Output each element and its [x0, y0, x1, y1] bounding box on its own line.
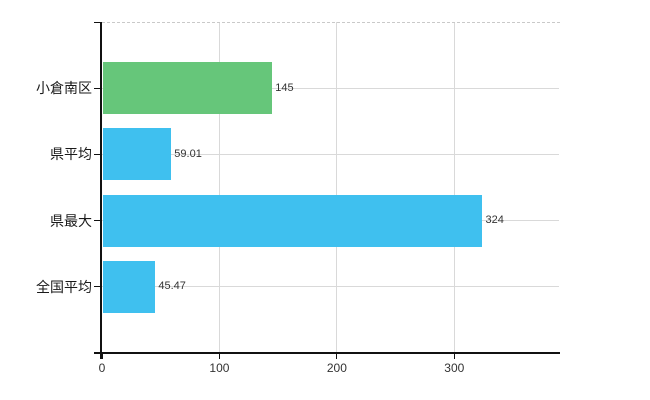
h-gridline: [102, 87, 559, 89]
x-tick-label: 200: [326, 361, 347, 375]
category-label: 県平均: [50, 146, 92, 163]
x-tick: [336, 354, 338, 359]
h-gridline: [102, 153, 559, 155]
y-tick: [94, 153, 102, 155]
y-tick: [94, 286, 102, 288]
v-gridline: [453, 22, 455, 353]
x-tick: [218, 354, 220, 359]
y-tick: [94, 87, 102, 89]
x-tick-label: 300: [444, 361, 465, 375]
category-label: 全国平均: [36, 278, 92, 295]
value-label: 45.47: [158, 280, 186, 293]
x-axis: [94, 352, 560, 354]
bar[interactable]: [103, 62, 273, 115]
value-label: 145: [275, 81, 294, 94]
value-label: 59.01: [174, 147, 202, 160]
y-tick: [94, 220, 102, 222]
y-tick: [94, 22, 102, 23]
h-gridline: [102, 286, 559, 288]
x-tick-label: 100: [209, 361, 230, 375]
x-tick: [101, 354, 103, 359]
bar[interactable]: [103, 260, 156, 313]
plot-top-border: [102, 22, 560, 23]
category-label: 小倉南区: [36, 80, 92, 97]
category-label: 県最大: [50, 212, 92, 229]
x-tick: [453, 354, 455, 359]
y-axis: [100, 22, 102, 359]
x-tick-label: 0: [98, 361, 106, 375]
v-gridline: [218, 22, 220, 353]
bar[interactable]: [103, 194, 483, 247]
value-label: 324: [485, 214, 504, 227]
bar[interactable]: [103, 128, 172, 181]
v-gridline: [336, 22, 338, 353]
